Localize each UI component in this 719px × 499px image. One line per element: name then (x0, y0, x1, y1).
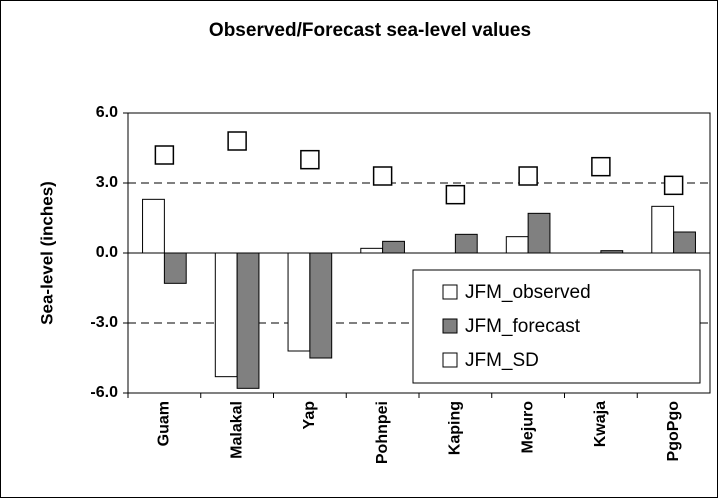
bar (236, 252, 260, 389)
x-tick-label: Kaping (447, 401, 464, 455)
x-tick-label: Malakal (228, 401, 245, 459)
bar (360, 247, 384, 254)
bar (454, 233, 478, 254)
x-tick-label: Guam (156, 401, 173, 446)
legend-label: JFM_SD (465, 350, 539, 371)
bar (214, 252, 238, 378)
y-tick-label: 0.0 (96, 244, 118, 261)
bar (142, 198, 165, 254)
bar (527, 212, 551, 254)
y-tick-label: 6.0 (96, 104, 118, 121)
bar (651, 205, 675, 254)
x-tick-label: Mejuro (519, 401, 536, 454)
y-tick-label: -6.0 (90, 384, 118, 401)
y-tick-label: -3.0 (90, 314, 118, 331)
x-tick-label: Kwaja (592, 401, 609, 447)
legend-swatch (442, 318, 458, 334)
legend-label: JFM_observed (465, 282, 591, 303)
legend-box (412, 269, 701, 384)
marker (372, 166, 393, 186)
legend-label: JFM_forecast (465, 316, 581, 337)
legend-swatch (442, 352, 458, 368)
legend-swatch (442, 284, 458, 300)
bar (600, 250, 624, 254)
bar (309, 252, 333, 359)
x-tick-label: PgoPgo (665, 401, 682, 462)
bar (382, 240, 405, 254)
marker (227, 131, 247, 151)
marker (154, 145, 175, 165)
marker (518, 166, 538, 186)
x-tick-label: Pohnpei (374, 401, 391, 464)
y-tick-label: 3.0 (96, 174, 118, 191)
bar (163, 252, 187, 284)
bar (673, 231, 696, 254)
y-axis-label: Sea-level (inches) (37, 181, 56, 325)
bar (505, 236, 529, 254)
bar (287, 252, 311, 352)
chart-title: Observed/Forecast sea-level values (209, 20, 531, 41)
x-tick-label: Yap (301, 401, 318, 430)
marker (300, 149, 320, 170)
marker (445, 184, 466, 205)
marker (663, 175, 684, 196)
marker (591, 156, 611, 177)
